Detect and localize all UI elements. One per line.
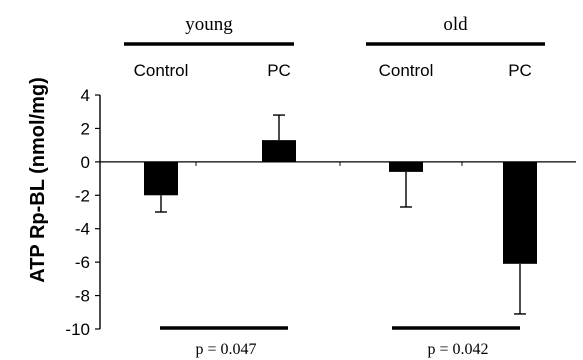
y-tick-label: -4 bbox=[75, 220, 90, 239]
y-axis-label: ATP Rp-BL (nmol/mg) bbox=[27, 77, 49, 283]
labels-layer: 4 2 0 -2 -4 -6 -8 -10 young Control PC p = 0.047 old… bbox=[65, 14, 531, 358]
y-tick-label: -10 bbox=[65, 320, 90, 339]
bar bbox=[389, 161, 423, 172]
p-value-label: p = 0.047 bbox=[195, 341, 256, 358]
p-value-label: p = 0.042 bbox=[427, 341, 488, 358]
group-label: old bbox=[443, 14, 468, 35]
group-label: young bbox=[185, 14, 233, 35]
bars-layer bbox=[144, 114, 537, 315]
y-tick-label: 0 bbox=[81, 153, 90, 172]
y-tick-label: 4 bbox=[81, 86, 90, 105]
bar bbox=[262, 140, 296, 162]
bar bbox=[503, 161, 537, 264]
axis-layer bbox=[95, 42, 576, 330]
bar bbox=[144, 161, 178, 196]
y-tick-label: -6 bbox=[75, 253, 90, 272]
y-tick-label: -8 bbox=[75, 287, 90, 306]
category-label: Control bbox=[134, 61, 189, 80]
category-label: PC bbox=[267, 61, 291, 80]
category-label: Control bbox=[379, 61, 434, 80]
category-label: PC bbox=[508, 61, 532, 80]
y-tick-label: 2 bbox=[81, 119, 90, 138]
y-tick-label: -2 bbox=[75, 186, 90, 205]
